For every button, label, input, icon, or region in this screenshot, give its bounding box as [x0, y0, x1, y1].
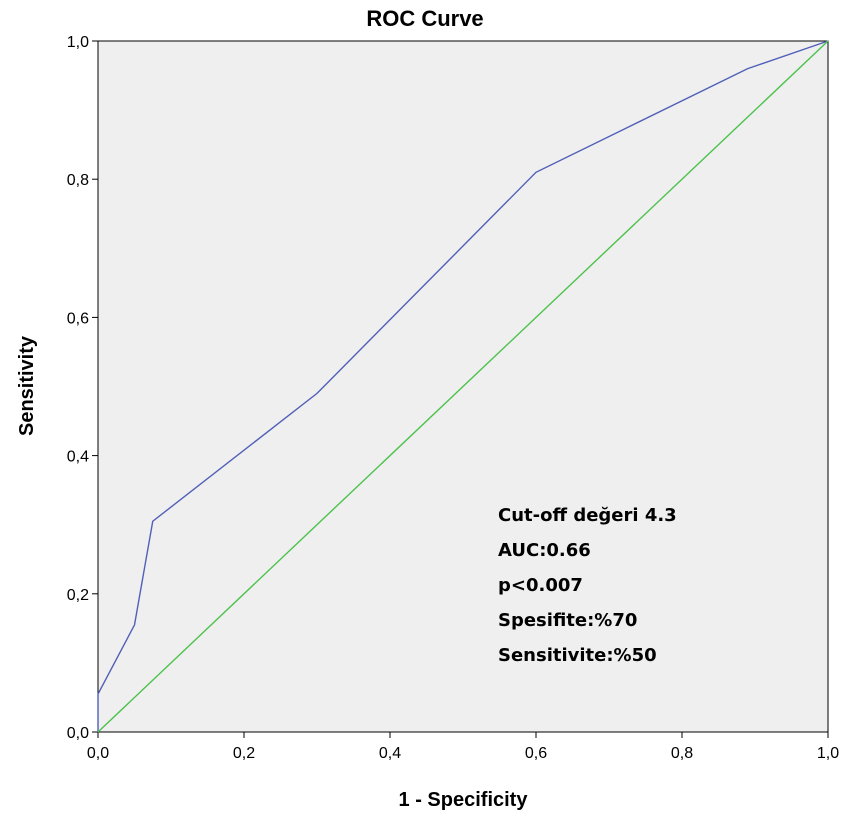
annotation-p-value: p<0.007 — [498, 575, 583, 596]
x-tick-label: 0,4 — [379, 745, 401, 762]
y-tick-label: 0,6 — [67, 310, 89, 327]
annotation-sensitivity: Sensitivite:%50 — [498, 645, 657, 666]
y-tick-label: 1,0 — [67, 34, 89, 51]
x-tick-label: 0,6 — [525, 745, 547, 762]
x-tick-label: 0,8 — [671, 745, 693, 762]
y-tick-label: 0,0 — [67, 725, 89, 742]
y-tick-label: 0,4 — [67, 449, 89, 466]
y-tick-label: 0,2 — [67, 587, 89, 604]
axis-ticks: 0,0 0,2 0,4 0,6 0,8 1,0 0,0 0,2 0,4 0,6 0,8 1,0 — [67, 34, 839, 762]
x-tick-label: 1,0 — [817, 745, 839, 762]
reference-diagonal-line — [97, 40, 829, 733]
chart-title: ROC Curve — [366, 6, 483, 31]
roc-curve-line — [97, 40, 829, 732]
x-tick-label: 0,0 — [87, 745, 109, 762]
annotation-cutoff: Cut-off değeri 4.3 — [498, 505, 677, 526]
x-tick-label: 0,2 — [233, 745, 255, 762]
annotation-box: Cut-off değeri 4.3 AUC:0.66 p<0.007 Spes… — [498, 505, 677, 666]
annotation-auc: AUC:0.66 — [498, 540, 591, 561]
series-group — [97, 40, 829, 733]
y-tick-label: 0,8 — [67, 172, 89, 189]
annotation-specificity: Spesifite:%70 — [498, 610, 637, 631]
y-axis-label: Sensitivity — [16, 335, 38, 436]
x-axis-label: 1 - Specificity — [399, 789, 529, 811]
